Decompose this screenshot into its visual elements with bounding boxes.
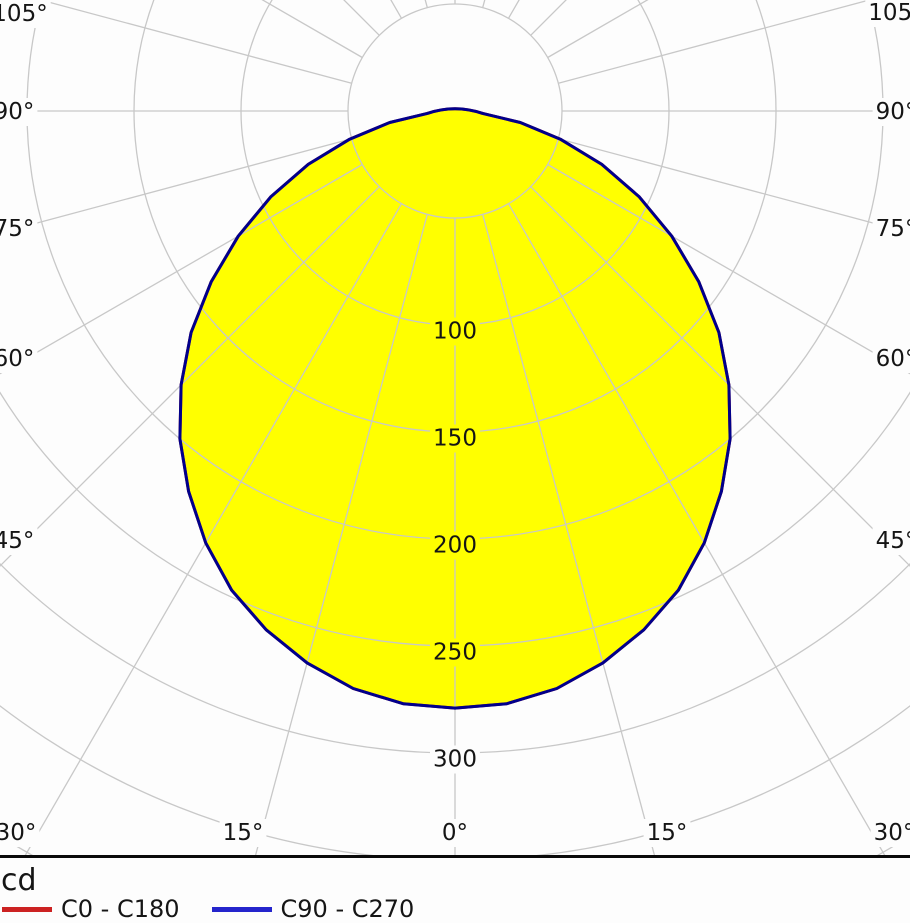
- polar-grid-ray: [0, 0, 352, 83]
- radial-tick-label: 250: [430, 639, 480, 667]
- svg-text:60°: 60°: [876, 346, 910, 372]
- angle-label-left: 60°: [0, 345, 37, 373]
- angle-label-bottom: 30°: [0, 819, 39, 847]
- svg-text:100: 100: [433, 319, 477, 345]
- svg-text:75°: 75°: [876, 216, 910, 242]
- svg-text:90°: 90°: [0, 99, 34, 125]
- polar-grid-ray: [548, 0, 910, 58]
- svg-text:30°: 30°: [874, 820, 910, 846]
- angle-label-left: 75°: [0, 215, 37, 243]
- svg-text:250: 250: [433, 640, 477, 666]
- angle-label-left: 105°: [0, 0, 51, 28]
- angle-label-bottom: 30°: [871, 819, 910, 847]
- svg-text:200: 200: [433, 533, 477, 559]
- radial-tick-label: 100: [430, 318, 480, 346]
- polar-grid-ray: [558, 0, 910, 83]
- polar-grid-ray: [0, 0, 362, 58]
- angle-label-bottom: 15°: [644, 819, 691, 847]
- svg-text:15°: 15°: [647, 820, 688, 846]
- angle-label-right: 75°: [873, 215, 910, 243]
- svg-text:0°: 0°: [442, 820, 468, 846]
- angle-label-right: 60°: [873, 345, 910, 373]
- polar-grid-ray: [0, 0, 402, 18]
- angle-label-right: 105°: [865, 0, 910, 27]
- svg-text:75°: 75°: [0, 216, 34, 242]
- units-label: cd: [1, 866, 37, 896]
- svg-text:45°: 45°: [0, 528, 34, 554]
- svg-text:150: 150: [433, 426, 477, 452]
- legend: C0 - C180 C90 - C270: [2, 897, 414, 921]
- legend-label-c0-c180: C0 - C180: [61, 897, 180, 921]
- polar-grid-ray: [531, 0, 910, 35]
- angle-label-left: 90°: [0, 98, 37, 126]
- radial-tick-label: 300: [430, 746, 480, 774]
- svg-text:60°: 60°: [0, 346, 34, 372]
- angle-label-bottom: 15°: [220, 819, 267, 847]
- svg-text:300: 300: [433, 747, 477, 773]
- angle-label-right: 45°: [873, 527, 910, 555]
- angle-label-left: 45°: [0, 527, 37, 555]
- svg-text:45°: 45°: [876, 528, 910, 554]
- svg-text:105°: 105°: [868, 0, 910, 26]
- legend-item-c90-c270: C90 - C270: [180, 897, 415, 921]
- legend-item-c0-c180: C0 - C180: [2, 897, 180, 921]
- radial-tick-label: 200: [430, 532, 480, 560]
- svg-text:15°: 15°: [223, 820, 264, 846]
- radial-tick-label: 150: [430, 425, 480, 453]
- svg-text:105°: 105°: [0, 1, 48, 27]
- legend-label-c90-c270: C90 - C270: [281, 897, 415, 921]
- polar-grid-ray: [509, 0, 910, 18]
- svg-text:90°: 90°: [876, 99, 910, 125]
- svg-text:30°: 30°: [0, 820, 36, 846]
- chart-legend-divider: [0, 855, 910, 858]
- angle-label-right: 90°: [873, 98, 910, 126]
- angle-label-bottom: 0°: [439, 819, 471, 847]
- polar-grid-ray: [0, 0, 379, 35]
